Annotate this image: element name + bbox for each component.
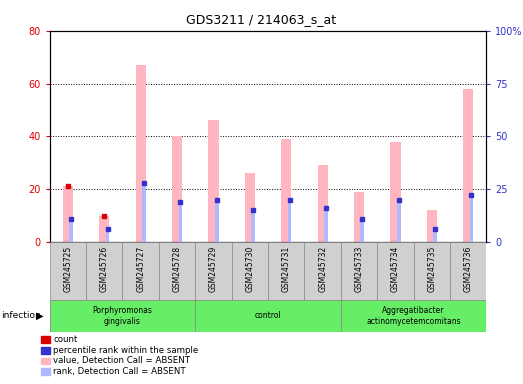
Bar	[215, 200, 219, 242]
Bar	[268, 242, 304, 300]
Text: GSM245733: GSM245733	[355, 246, 363, 292]
Text: Aggregatibacter
actinomycetemcomitans: Aggregatibacter actinomycetemcomitans	[366, 306, 461, 326]
Text: GSM245732: GSM245732	[318, 246, 327, 292]
Bar	[341, 300, 486, 332]
Bar	[63, 187, 73, 242]
Bar	[50, 300, 195, 332]
Text: GSM245734: GSM245734	[391, 246, 400, 292]
Bar	[304, 242, 341, 300]
Bar	[390, 142, 401, 242]
Text: percentile rank within the sample: percentile rank within the sample	[53, 346, 199, 355]
Text: GSM245725: GSM245725	[63, 246, 72, 292]
Bar	[142, 183, 146, 242]
Bar	[86, 242, 122, 300]
Text: GSM245730: GSM245730	[245, 246, 254, 292]
Bar	[122, 242, 159, 300]
Text: GDS3211 / 214063_s_at: GDS3211 / 214063_s_at	[186, 13, 337, 26]
Bar	[470, 195, 473, 242]
Bar	[70, 219, 73, 242]
Bar	[135, 65, 146, 242]
Text: GSM245736: GSM245736	[464, 246, 473, 292]
Text: control: control	[255, 311, 281, 320]
Text: GSM245735: GSM245735	[427, 246, 436, 292]
Bar	[433, 229, 437, 242]
Bar	[450, 242, 486, 300]
Bar	[195, 242, 232, 300]
Bar	[397, 200, 401, 242]
Bar	[232, 242, 268, 300]
Bar	[106, 229, 109, 242]
Bar	[463, 89, 473, 242]
Text: GSM245729: GSM245729	[209, 246, 218, 292]
Bar	[281, 139, 291, 242]
Bar	[354, 192, 364, 242]
Text: infection: infection	[1, 311, 41, 320]
Text: rank, Detection Call = ABSENT: rank, Detection Call = ABSENT	[53, 367, 186, 376]
Bar	[427, 210, 437, 242]
Text: GSM245731: GSM245731	[282, 246, 291, 292]
Text: count: count	[53, 335, 78, 344]
Bar	[414, 242, 450, 300]
Bar	[50, 242, 86, 300]
Text: Porphyromonas
gingivalis: Porphyromonas gingivalis	[93, 306, 152, 326]
Text: ▶: ▶	[36, 311, 43, 321]
Bar	[195, 300, 341, 332]
Text: GSM245728: GSM245728	[173, 246, 181, 292]
Bar	[360, 219, 364, 242]
Bar	[159, 242, 195, 300]
Bar	[208, 121, 219, 242]
Bar	[172, 136, 182, 242]
Bar	[288, 200, 291, 242]
Bar	[317, 166, 328, 242]
Text: GSM245726: GSM245726	[100, 246, 109, 292]
Bar	[251, 210, 255, 242]
Text: GSM245727: GSM245727	[136, 246, 145, 292]
Bar	[178, 202, 182, 242]
Text: value, Detection Call = ABSENT: value, Detection Call = ABSENT	[53, 356, 190, 366]
Bar	[377, 242, 414, 300]
Bar	[341, 242, 377, 300]
Bar	[245, 173, 255, 242]
Bar	[99, 215, 109, 242]
Bar	[324, 208, 328, 242]
